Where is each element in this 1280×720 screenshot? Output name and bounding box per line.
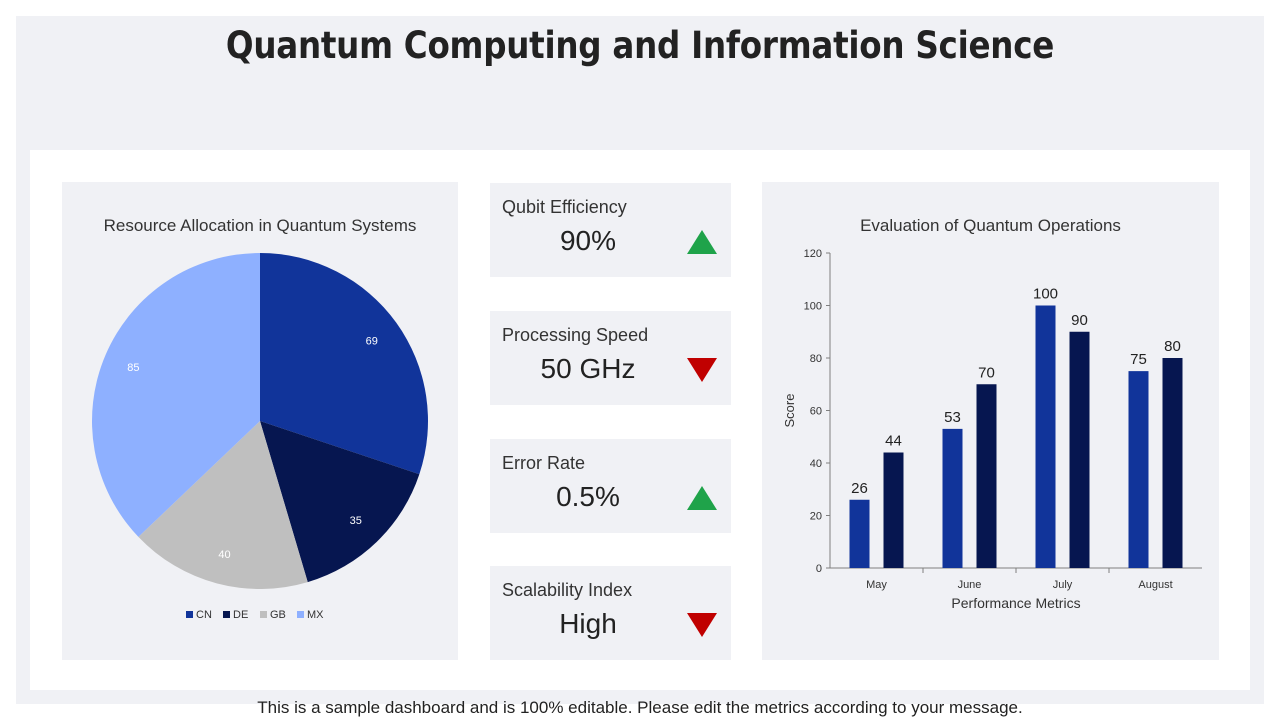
pie-data-label: 40	[218, 549, 230, 561]
y-tick-label: 80	[810, 353, 822, 365]
y-tick-label: 100	[804, 301, 822, 313]
pie-slice-gb	[138, 421, 308, 589]
bar-data-label: 26	[851, 480, 868, 497]
y-tick-label: 120	[804, 248, 822, 260]
trend-up-icon	[687, 486, 717, 510]
legend-label: MX	[307, 609, 324, 621]
bar-data-label: 53	[944, 409, 961, 426]
x-axis-title: Performance Metrics	[951, 595, 1080, 611]
kpi-card-processing-speed: Processing Speed 50 GHz	[490, 311, 731, 405]
pie-chart: 69 35 40 85 CN DE GB MX	[92, 253, 428, 621]
pie-chart-panel: Resource Allocation in Quantum Systems 6…	[62, 182, 458, 660]
kpi-label: Processing Speed	[502, 325, 649, 345]
kpi-label: Qubit Efficiency	[502, 197, 627, 217]
bar-may-series-2	[883, 452, 904, 568]
kpi-label: Error Rate	[502, 453, 586, 473]
footer-note: This is a sample dashboard and is 100% e…	[257, 698, 1023, 717]
y-tick-label: 60	[810, 406, 822, 418]
bar-chart-title: Evaluation of Quantum Operations	[860, 216, 1121, 235]
legend-swatch	[186, 611, 193, 618]
y-tick-label: 0	[816, 563, 822, 575]
page-title: Quantum Computing and Information Scienc…	[225, 24, 1055, 67]
pie-slice-de	[260, 421, 420, 583]
bar-june-series-2	[976, 384, 997, 568]
y-tick-label: 40	[810, 458, 822, 470]
legend-label: GB	[270, 609, 286, 621]
pie-data-label: 35	[350, 515, 362, 527]
x-tick-label: August	[1138, 579, 1172, 591]
kpi-value: 0.5%	[556, 481, 620, 512]
pie-data-label: 69	[366, 335, 378, 347]
x-tick-label: July	[1053, 579, 1073, 591]
bar-data-label: 90	[1071, 312, 1088, 329]
bar-data-label: 80	[1164, 338, 1181, 355]
bar-july-series-1	[1035, 305, 1056, 568]
bar-may-series-1	[849, 499, 870, 568]
pie-data-label: 85	[127, 362, 139, 374]
bar-july-series-2	[1069, 331, 1090, 568]
bar-august-series-2	[1162, 358, 1183, 568]
bar-data-label: 75	[1130, 351, 1147, 368]
kpi-value: 50 GHz	[540, 353, 636, 384]
legend-swatch	[223, 611, 230, 618]
bar-chart-panel: Evaluation of Quantum Operations 0 20 40 60…	[762, 182, 1219, 660]
pie-slice-mx	[92, 253, 260, 537]
legend-swatch	[260, 611, 267, 618]
legend-label: CN	[196, 609, 212, 621]
kpi-card-error-rate: Error Rate 0.5%	[490, 439, 731, 533]
y-axis-title: Score	[782, 394, 797, 428]
y-tick-label: 20	[810, 511, 822, 523]
kpi-label: Scalability Index	[502, 580, 633, 600]
trend-down-icon	[687, 358, 717, 382]
x-tick-label: June	[958, 579, 982, 591]
kpi-value: High	[559, 608, 617, 639]
pie-chart-title: Resource Allocation in Quantum Systems	[103, 216, 417, 235]
bar-data-label: 100	[1033, 286, 1058, 303]
bar-data-label: 44	[885, 433, 902, 450]
kpi-card-qubit-efficiency: Qubit Efficiency 90%	[490, 183, 731, 277]
bar-chart: 0 20 40 60 80 100 120 26 44 May 53 70 June 100 90 July 7…	[782, 248, 1202, 611]
bar-data-label: 70	[978, 364, 995, 381]
trend-up-icon	[687, 230, 717, 254]
pie-slice-cn	[260, 253, 428, 475]
legend-swatch	[297, 611, 304, 618]
bar-august-series-1	[1128, 371, 1149, 568]
kpi-value: 90%	[559, 225, 617, 256]
kpi-card-scalability-index: Scalability Index High	[490, 566, 731, 660]
legend-label: DE	[233, 609, 248, 621]
x-tick-label: May	[866, 579, 887, 591]
bar-june-series-1	[942, 428, 963, 568]
trend-down-icon	[687, 613, 717, 637]
